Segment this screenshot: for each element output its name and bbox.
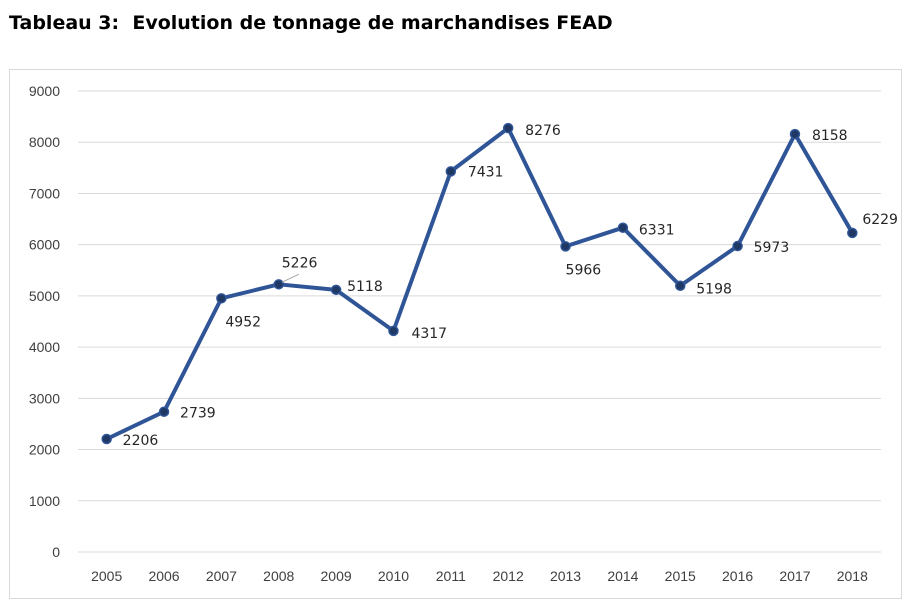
data-label: 6331 [639, 223, 675, 239]
data-point [560, 241, 571, 252]
x-tick-label: 2005 [91, 568, 122, 584]
data-label: 4317 [411, 326, 447, 342]
x-tick-label: 2008 [263, 568, 294, 584]
y-tick-label: 7000 [29, 185, 60, 201]
y-tick-label: 5000 [29, 288, 60, 304]
data-point [502, 122, 514, 134]
data-point [388, 325, 399, 337]
x-tick-label: 2006 [148, 568, 179, 584]
data-point [330, 284, 342, 296]
series-line [104, 126, 855, 442]
y-tick-label: 8000 [29, 134, 60, 150]
data-point [445, 166, 457, 177]
data-label: 8158 [812, 128, 848, 144]
gridlines [78, 90, 881, 553]
x-tick-label: 2009 [321, 568, 352, 584]
data-label: 2206 [123, 433, 159, 449]
x-tick-label: 2007 [206, 568, 237, 584]
y-tick-label: 9000 [29, 83, 60, 99]
data-point [789, 128, 801, 140]
data-point [273, 279, 284, 290]
data-label: 2739 [180, 406, 216, 422]
data-point [216, 293, 227, 304]
series-line-layer [104, 126, 855, 442]
y-tick-label: 1000 [29, 493, 60, 509]
x-tick-label: 2015 [665, 568, 696, 584]
x-tick-label: 2010 [378, 568, 409, 584]
data-label: 5198 [696, 282, 732, 298]
x-tick-label: 2011 [436, 568, 466, 584]
data-point [675, 280, 686, 291]
y-tick-label: 2000 [29, 442, 60, 458]
data-label: 5226 [282, 255, 318, 271]
data-labels: 2206 2739 4952 5226 5118 4317 7431 8276 5966 6331… [123, 123, 898, 449]
y-axis-ticks: 0 1000 2000 3000 4000 5000 6000 7000 8000 9000 [29, 83, 60, 560]
data-point [101, 433, 112, 445]
x-tick-label: 2013 [550, 568, 581, 584]
data-label: 5966 [566, 262, 602, 278]
y-tick-label: 0 [52, 544, 60, 560]
x-tick-label: 2014 [607, 568, 638, 584]
chart-title: Tableau 3: Evolution de tonnage de march… [9, 12, 613, 34]
x-axis-ticks: 2005 2006 2007 2008 2009 2010 2011 2012 2013 2014… [91, 568, 868, 584]
data-point [617, 222, 629, 233]
x-tick-label: 2012 [493, 568, 524, 584]
x-tick-label: 2018 [837, 568, 868, 584]
data-point [158, 406, 170, 417]
y-tick-label: 3000 [29, 390, 60, 406]
data-label: 7431 [468, 164, 504, 180]
data-markers [101, 122, 858, 445]
data-point [732, 240, 743, 252]
data-label: 5118 [347, 279, 383, 295]
data-label: 6229 [862, 212, 898, 228]
data-label: 5973 [754, 240, 790, 256]
data-point [847, 227, 858, 239]
data-label: 4952 [225, 314, 261, 330]
y-tick-label: 6000 [29, 237, 60, 253]
chart-area [9, 69, 902, 599]
x-tick-label: 2016 [722, 568, 753, 584]
leader-line [281, 273, 299, 283]
data-label: 8276 [525, 123, 561, 139]
x-tick-label: 2017 [779, 568, 810, 584]
y-tick-label: 4000 [29, 339, 60, 355]
